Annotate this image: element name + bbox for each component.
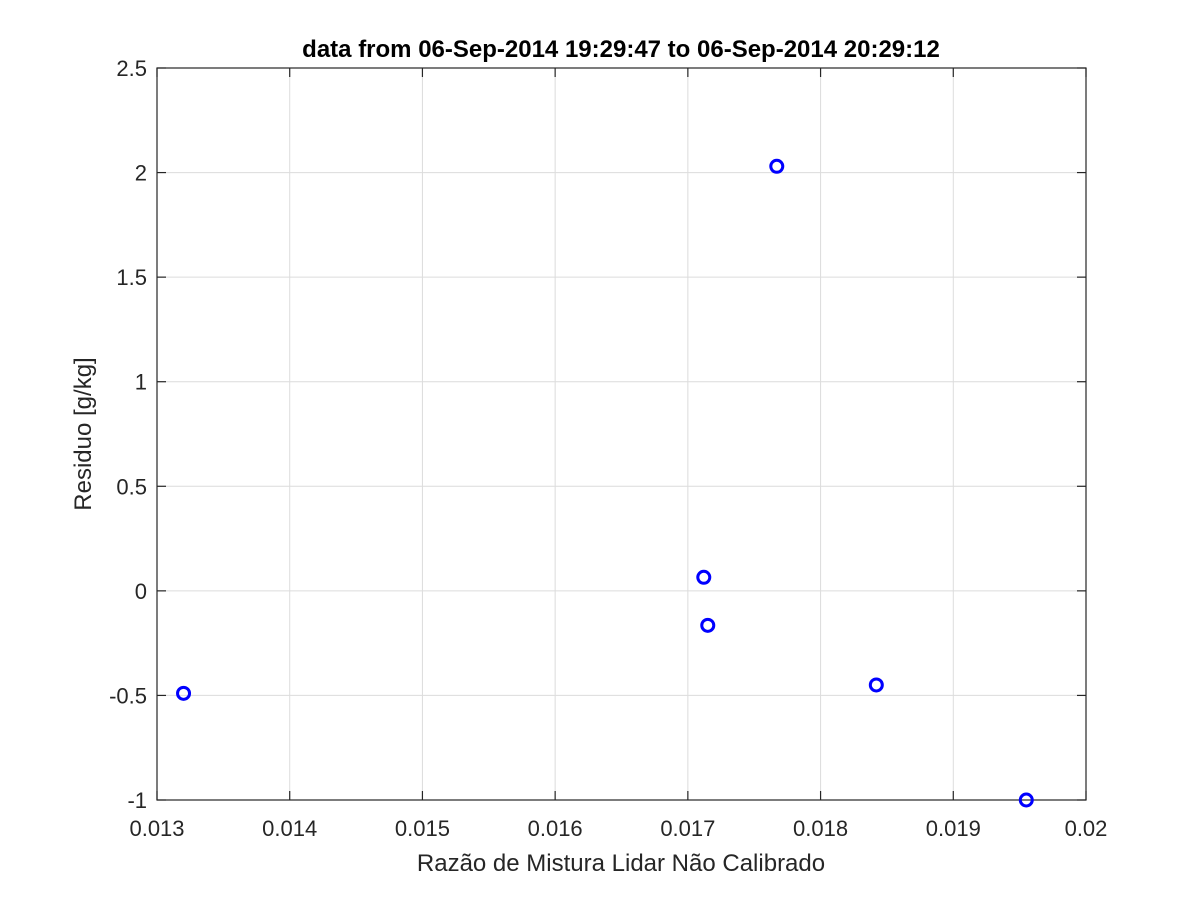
y-tick-label: 1.5 — [116, 265, 147, 290]
x-tick-label: 0.016 — [528, 816, 583, 841]
scatter-point — [868, 677, 884, 693]
chart-title: data from 06-Sep-2014 19:29:47 to 06-Sep… — [302, 36, 940, 63]
x-tick-label: 0.017 — [660, 816, 715, 841]
plot-area — [157, 68, 1086, 800]
scatter-point — [1018, 792, 1034, 808]
y-axis-label: Residuo [g/kg] — [70, 357, 97, 510]
y-tick-label: 1 — [135, 370, 147, 395]
y-tick-label: 2.5 — [116, 56, 147, 81]
scatter-point — [700, 617, 716, 633]
y-tick-label: -0.5 — [109, 683, 147, 708]
scatter-point — [176, 685, 192, 701]
scatter-point — [769, 158, 785, 174]
x-axis-label: Razão de Mistura Lidar Não Calibrado — [417, 850, 825, 877]
y-tick-label: 2 — [135, 161, 147, 186]
x-tick-label: 0.02 — [1065, 816, 1108, 841]
x-tick-label: 0.015 — [395, 816, 450, 841]
x-tick-label: 0.018 — [793, 816, 848, 841]
scatter-point — [696, 569, 712, 585]
x-tick-label: 0.019 — [926, 816, 981, 841]
axes — [156, 67, 1087, 801]
tick-labels: 0.013 0.014 0.015 0.016 0.017 0.018 0.019 0.02 -… — [109, 56, 1107, 841]
x-tick-label: 0.013 — [129, 816, 184, 841]
x-tick-label: 0.014 — [262, 816, 317, 841]
scatter-points — [176, 158, 1034, 808]
y-tick-label: -1 — [127, 788, 147, 813]
axes-box — [156, 67, 1087, 801]
y-tick-label: 0 — [135, 579, 147, 604]
y-tick-label: 0.5 — [116, 474, 147, 499]
